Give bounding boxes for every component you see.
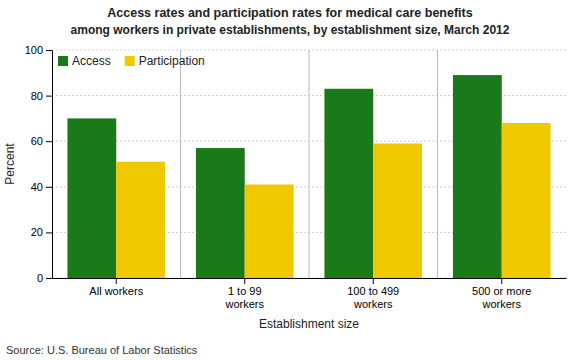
- x-tick-label: 100 to 499workers: [347, 285, 399, 310]
- legend-swatch: [125, 56, 135, 66]
- bar-series: [67, 75, 501, 278]
- x-tick-label: 1 to 99workers: [224, 285, 264, 310]
- legend-label: Participation: [139, 54, 205, 68]
- bar: [116, 162, 165, 278]
- x-tick: All workers: [89, 278, 143, 297]
- legend-item: Participation: [125, 54, 205, 68]
- x-tick-mark: [244, 278, 245, 284]
- x-tick-mark: [501, 278, 502, 284]
- bar-series: [116, 123, 550, 278]
- source: Source: U.S. Bureau of Labor Statistics: [6, 344, 198, 356]
- x-tick-label-line: 1 to 99: [228, 285, 262, 297]
- x-tick-label-line: workers: [224, 298, 264, 310]
- x-tick: 500 or moreworkers: [472, 278, 531, 310]
- chart: Access rates and participation rates for…: [0, 0, 580, 360]
- bar: [502, 123, 551, 278]
- x-tick-mark: [116, 278, 117, 284]
- y-tick-label: 80: [31, 90, 43, 102]
- x-tick-label: All workers: [89, 285, 143, 297]
- y-axis-line: [52, 51, 53, 279]
- y-axis: 0 20 40 60 80 100: [25, 44, 53, 284]
- x-tick: 1 to 99workers: [224, 278, 264, 310]
- x-tick-label-line: workers: [353, 298, 393, 310]
- y-tick: 20: [31, 226, 52, 238]
- legend-swatch: [58, 56, 68, 66]
- bar: [196, 148, 245, 278]
- x-axis-title: Establishment size: [259, 317, 359, 331]
- title: Access rates and participation rates for…: [107, 6, 472, 20]
- y-tick-label: 20: [31, 226, 43, 238]
- y-tick: 100: [25, 44, 52, 56]
- y-tick-mark: [46, 232, 52, 233]
- grid: [52, 50, 566, 278]
- group-separator: [437, 50, 438, 278]
- x-tick: 100 to 499workers: [347, 278, 399, 310]
- x-tick-mark: [373, 278, 374, 284]
- x-tick-label-line: workers: [481, 298, 521, 310]
- group-separator: [180, 50, 181, 278]
- x-axis: All workers1 to 99workers100 to 499worke…: [53, 278, 567, 310]
- y-tick-mark: [46, 50, 52, 51]
- plot: 020406080100All workers1 to 99workers100…: [3, 44, 567, 331]
- bar: [67, 118, 116, 278]
- y-tick-label: 0: [37, 272, 43, 284]
- y-tick-label: 60: [31, 135, 43, 147]
- x-tick-label-line: 100 to 499: [347, 285, 399, 297]
- y-tick-mark: [46, 96, 52, 97]
- bar: [245, 185, 294, 278]
- x-tick-label-line: All workers: [89, 285, 143, 297]
- bar: [324, 89, 373, 278]
- y-tick-mark: [46, 141, 52, 142]
- y-tick-label: 40: [31, 181, 43, 193]
- y-tick: 40: [31, 181, 52, 193]
- y-tick: 60: [31, 135, 52, 147]
- x-tick-label: 500 or moreworkers: [472, 285, 531, 310]
- bar: [373, 143, 422, 278]
- group-separator: [309, 50, 310, 278]
- x-tick-label-line: 500 or more: [472, 285, 531, 297]
- y-tick-mark: [46, 278, 52, 279]
- y-tick: 0: [37, 272, 52, 284]
- legend-item: Access: [58, 54, 111, 68]
- y-tick: 80: [31, 90, 52, 102]
- subtitle: among workers in private establishments,…: [71, 23, 510, 37]
- legend-label: Access: [72, 54, 111, 68]
- y-axis-title: Percent: [3, 143, 17, 185]
- bars: [67, 75, 550, 278]
- group-separators: [181, 50, 438, 278]
- y-tick-label: 100: [25, 44, 43, 56]
- legend: Access Participation: [58, 54, 205, 68]
- y-tick-mark: [46, 187, 52, 188]
- x-axis-line: [53, 278, 567, 279]
- bar: [453, 75, 502, 278]
